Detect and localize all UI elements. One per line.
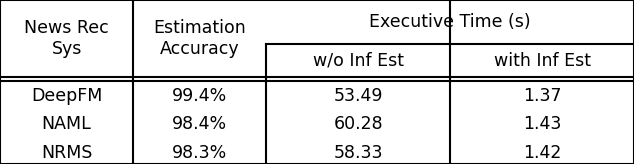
Text: 99.4%: 99.4% [172, 87, 228, 104]
Text: 98.4%: 98.4% [172, 115, 227, 133]
Text: 1.37: 1.37 [523, 87, 561, 104]
Text: NRMS: NRMS [41, 144, 93, 162]
Text: 53.49: 53.49 [333, 87, 383, 104]
Text: NAML: NAML [42, 115, 91, 133]
Text: 60.28: 60.28 [333, 115, 383, 133]
Text: DeepFM: DeepFM [31, 87, 102, 104]
Text: w/o Inf Est: w/o Inf Est [313, 52, 404, 70]
Text: 58.33: 58.33 [333, 144, 383, 162]
Text: News Rec
Sys: News Rec Sys [24, 19, 109, 58]
Text: 98.3%: 98.3% [172, 144, 228, 162]
Text: Executive Time (s): Executive Time (s) [370, 13, 531, 31]
Text: 1.43: 1.43 [523, 115, 561, 133]
Text: Estimation
Accuracy: Estimation Accuracy [153, 19, 246, 58]
Text: with Inf Est: with Inf Est [494, 52, 590, 70]
Text: 1.42: 1.42 [523, 144, 561, 162]
